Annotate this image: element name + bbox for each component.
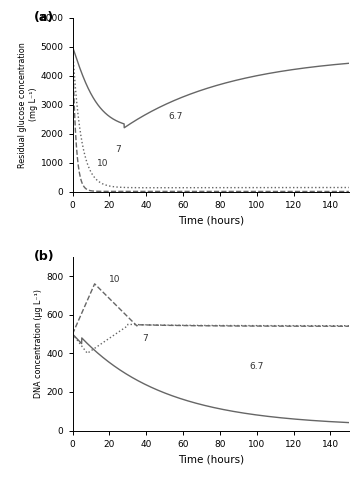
Text: (a): (a) [34, 11, 54, 24]
X-axis label: Time (hours): Time (hours) [177, 215, 244, 225]
X-axis label: Time (hours): Time (hours) [177, 454, 244, 464]
Text: (b): (b) [34, 250, 54, 263]
Text: 7: 7 [143, 334, 148, 343]
Y-axis label: Residual glucose concentration
(mg L⁻¹): Residual glucose concentration (mg L⁻¹) [18, 42, 38, 168]
Text: 10: 10 [96, 159, 108, 168]
Text: 6.7: 6.7 [249, 362, 264, 371]
Text: 10: 10 [109, 275, 121, 284]
Y-axis label: DNA concentration (μg L⁻¹): DNA concentration (μg L⁻¹) [35, 289, 44, 398]
Text: 6.7: 6.7 [168, 112, 183, 121]
Text: 7: 7 [115, 145, 121, 155]
